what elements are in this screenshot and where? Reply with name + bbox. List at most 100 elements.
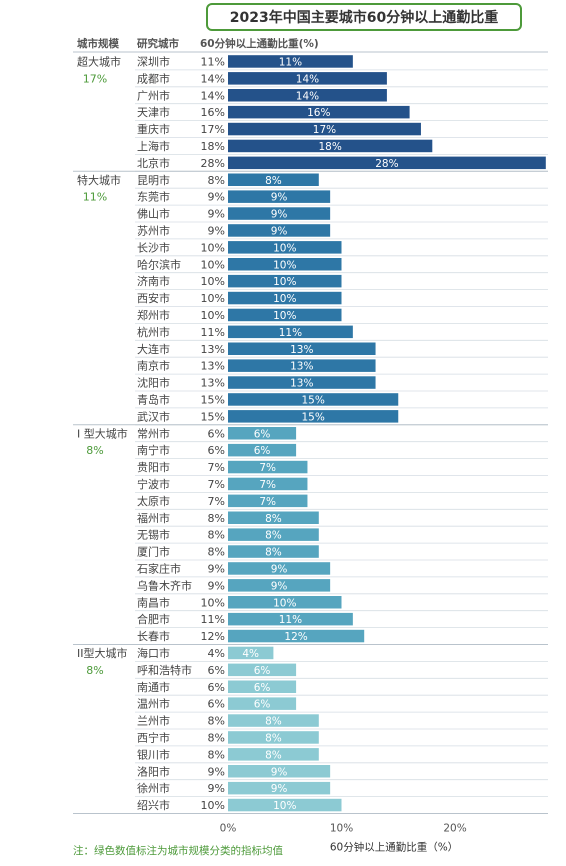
city-label: 温州市: [137, 697, 170, 711]
bar: [228, 612, 353, 626]
bar-data-label: 7%: [259, 462, 276, 474]
bar-data-label: 28%: [375, 158, 398, 170]
bar-data-label: 4%: [242, 648, 259, 660]
city-value-label: 10%: [201, 258, 225, 271]
bar-data-label: 10%: [273, 259, 296, 271]
city-value-label: 15%: [201, 393, 225, 406]
bar: [228, 680, 297, 693]
bar-data-label: 13%: [290, 378, 313, 390]
bar-data-label: 11%: [279, 614, 302, 626]
city-label: 长春市: [137, 629, 170, 643]
city-label: 绍兴市: [137, 798, 170, 812]
bar: [228, 511, 319, 524]
city-label: 徐州市: [137, 781, 170, 795]
city-value-label: 13%: [201, 360, 225, 373]
city-label: 海口市: [137, 646, 170, 660]
bar: [228, 105, 410, 119]
bar-data-label: 8%: [265, 749, 282, 761]
city-value-label: 8%: [208, 512, 225, 525]
city-label: 武汉市: [137, 409, 170, 423]
city-label: 哈尔滨市: [137, 257, 181, 271]
bar-data-label: 9%: [271, 783, 288, 795]
bar-data-label: 13%: [290, 361, 313, 373]
column-header-group: 城市规模: [77, 37, 119, 50]
city-label: 常州市: [137, 426, 170, 440]
bar: [228, 562, 331, 575]
bar: [228, 427, 297, 440]
bar: [228, 494, 308, 508]
city-value-label: 9%: [208, 562, 225, 575]
bar-data-label: 9%: [271, 225, 288, 237]
bar-data-label: 10%: [273, 293, 296, 305]
bar: [228, 629, 365, 643]
city-label: 兰州市: [137, 714, 170, 728]
city-value-label: 7%: [208, 478, 225, 491]
city-value-label: 9%: [208, 191, 225, 204]
city-value-label: 13%: [201, 343, 225, 356]
bar: [228, 258, 342, 271]
bar-data-label: 6%: [254, 428, 271, 440]
city-label: 天津市: [137, 105, 170, 119]
city-label: 宁波市: [137, 477, 170, 491]
city-value-label: 6%: [208, 681, 225, 694]
city-label: 银川市: [137, 747, 170, 761]
city-label: 苏州市: [137, 223, 170, 237]
bar-data-label: 11%: [279, 327, 302, 339]
city-label: 无锡市: [137, 528, 170, 542]
city-label: 东莞市: [137, 190, 170, 204]
bar-data-label: 17%: [313, 124, 336, 136]
city-label: 青岛市: [137, 392, 170, 406]
city-value-label: 4%: [208, 647, 225, 660]
bar: [228, 376, 376, 389]
bar: [228, 579, 331, 592]
bar: [228, 207, 331, 220]
city-value-label: 9%: [208, 782, 225, 795]
city-label: 北京市: [137, 156, 170, 170]
bar: [228, 460, 308, 474]
bar-data-label: 13%: [290, 344, 313, 356]
city-value-label: 7%: [208, 495, 225, 508]
bar-data-label: 15%: [301, 411, 324, 423]
city-label: 济南市: [137, 274, 170, 288]
city-label: 上海市: [137, 139, 170, 153]
bar-data-label: 10%: [273, 800, 296, 812]
bar: [228, 646, 274, 660]
bar: [228, 55, 353, 68]
bar: [228, 714, 319, 727]
bar: [228, 781, 331, 795]
bar: [228, 72, 387, 85]
bar: [228, 731, 319, 744]
bar-data-label: 10%: [273, 276, 296, 288]
bar-data-label: 9%: [271, 563, 288, 575]
city-value-label: 10%: [201, 596, 225, 609]
city-label: 呼和浩特市: [137, 663, 192, 677]
city-value-label: 10%: [201, 275, 225, 288]
x-axis-title: 60分钟以上通勤比重（%）: [330, 841, 458, 854]
city-label: 洛阳市: [137, 764, 170, 778]
bar: [228, 410, 399, 423]
city-label: 太原市: [137, 494, 170, 508]
bar-data-label: 8%: [265, 732, 282, 744]
city-value-label: 6%: [208, 444, 225, 457]
bar: [228, 173, 319, 186]
city-label: 合肥市: [137, 612, 170, 626]
city-value-label: 17%: [201, 123, 225, 136]
city-label: 南宁市: [137, 443, 170, 457]
bar-data-label: 10%: [273, 597, 296, 609]
bar: [228, 477, 308, 491]
group-label: II型大城市: [77, 646, 128, 660]
bar: [228, 596, 342, 609]
bar: [228, 545, 319, 558]
city-value-label: 9%: [208, 579, 225, 592]
city-label: 佛山市: [137, 207, 170, 221]
bar: [228, 291, 342, 305]
bar-data-label: 6%: [254, 682, 271, 694]
city-label: 西安市: [137, 291, 170, 305]
city-value-label: 11%: [201, 613, 225, 626]
chart-title: 2023年中国主要城市60分钟以上通勤比重: [206, 3, 522, 31]
bar: [228, 139, 433, 153]
city-label: 西宁市: [137, 730, 170, 744]
city-value-label: 10%: [201, 309, 225, 322]
city-label: 南通市: [137, 680, 170, 694]
